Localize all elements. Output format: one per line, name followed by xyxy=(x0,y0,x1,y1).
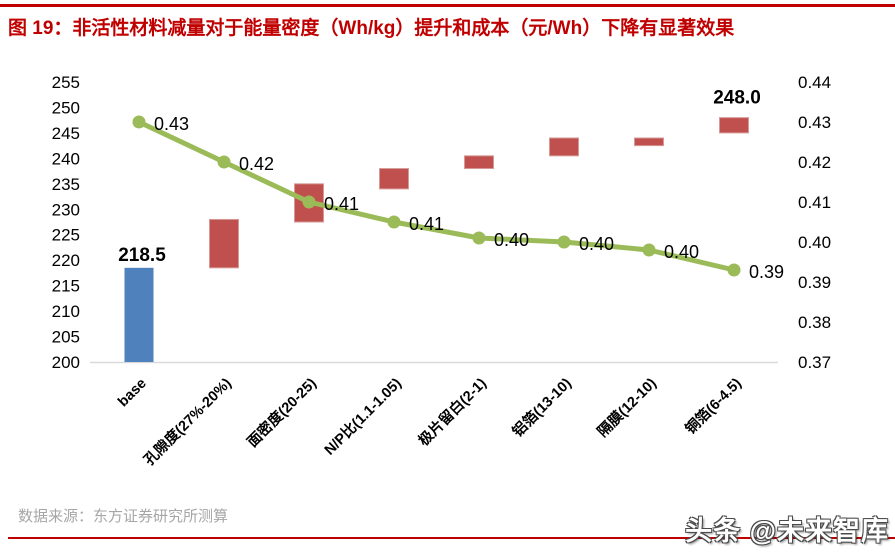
base-bar xyxy=(124,267,154,362)
bar-value-label: 218.5 xyxy=(118,245,166,266)
delta-bar-6 xyxy=(634,137,664,147)
left-axis-tick: 250 xyxy=(52,98,80,117)
x-axis-label-2: 面密度(20-25) xyxy=(243,374,320,451)
left-axis-tick: 240 xyxy=(52,149,80,168)
cost-line-label: 0.39 xyxy=(749,262,784,282)
left-axis-tick: 225 xyxy=(52,226,80,245)
delta-bar-4 xyxy=(464,155,494,170)
left-axis-tick: 210 xyxy=(52,302,80,321)
x-axis-label-5: 铝箔(13-10) xyxy=(509,374,575,440)
right-axis-tick: 0.44 xyxy=(798,73,831,92)
left-axis-tick: 205 xyxy=(52,328,80,347)
left-axis-tick: 230 xyxy=(52,200,80,219)
left-axis-tick: 255 xyxy=(52,73,80,92)
cost-line-label: 0.40 xyxy=(579,234,614,254)
top-divider xyxy=(0,4,895,7)
cost-line-point xyxy=(557,235,571,249)
right-axis-tick: 0.41 xyxy=(798,193,831,212)
delta-bar-5 xyxy=(549,137,579,157)
cost-line-label: 0.41 xyxy=(324,194,359,214)
delta-bar-7 xyxy=(719,117,749,134)
combo-chart-canvas: 255 250 245 240 235 230 225 220 215 210 205 200 0.44… xyxy=(52,73,831,469)
right-axis-tick: 0.39 xyxy=(798,273,831,292)
cost-line-label: 0.40 xyxy=(664,242,699,262)
cost-line-point xyxy=(217,155,231,169)
data-source-note: 数据来源：东方证券研究所测算 xyxy=(18,508,229,525)
cost-line-point xyxy=(132,115,146,129)
left-axis-tick: 200 xyxy=(52,353,80,372)
delta-bar-3 xyxy=(379,168,409,190)
left-axis-tick: 215 xyxy=(52,277,80,296)
cost-line-point xyxy=(727,263,741,277)
delta-bar-1 xyxy=(209,218,239,269)
cost-line-point xyxy=(472,231,486,245)
cost-line-point xyxy=(642,243,656,257)
left-axis-tick: 235 xyxy=(52,175,80,194)
cost-line-label: 0.42 xyxy=(239,154,274,174)
cost-line-point xyxy=(302,195,316,209)
cost-line xyxy=(136,119,737,273)
right-axis-tick: 0.38 xyxy=(798,313,831,332)
x-axis-label-4: 极片留白(2-1) xyxy=(414,374,490,450)
x-axis-label-0: base xyxy=(115,376,150,411)
cost-line-label: 0.40 xyxy=(494,230,529,250)
x-axis-label-1: 孔隙度(27%-20%) xyxy=(140,374,235,469)
right-axis-tick: 0.37 xyxy=(798,353,831,372)
left-axis-tick: 245 xyxy=(52,124,80,143)
x-axis-label-3: N/P比(1.1-1.05) xyxy=(320,374,405,459)
figure-title: 图 19：非活性材料减量对于能量密度（Wh/kg）提升和成本（元/Wh）下降有显… xyxy=(8,18,735,39)
x-axis-label-6: 隔膜(12-10) xyxy=(594,374,660,440)
left-axis-tick: 220 xyxy=(52,251,80,270)
cost-line-label: 0.43 xyxy=(154,114,189,134)
watermark-text: 头条 @未来智库 xyxy=(685,516,889,546)
bottom-divider xyxy=(8,537,895,539)
x-axis-label-7: 铜箔(6-4.5) xyxy=(681,374,745,438)
bar-value-label: 248.0 xyxy=(713,88,761,109)
cost-line-point xyxy=(387,215,401,229)
right-axis-tick: 0.42 xyxy=(798,153,831,172)
cost-line-label: 0.41 xyxy=(409,214,444,234)
right-axis-tick: 0.43 xyxy=(798,113,831,132)
right-axis-tick: 0.40 xyxy=(798,233,831,252)
